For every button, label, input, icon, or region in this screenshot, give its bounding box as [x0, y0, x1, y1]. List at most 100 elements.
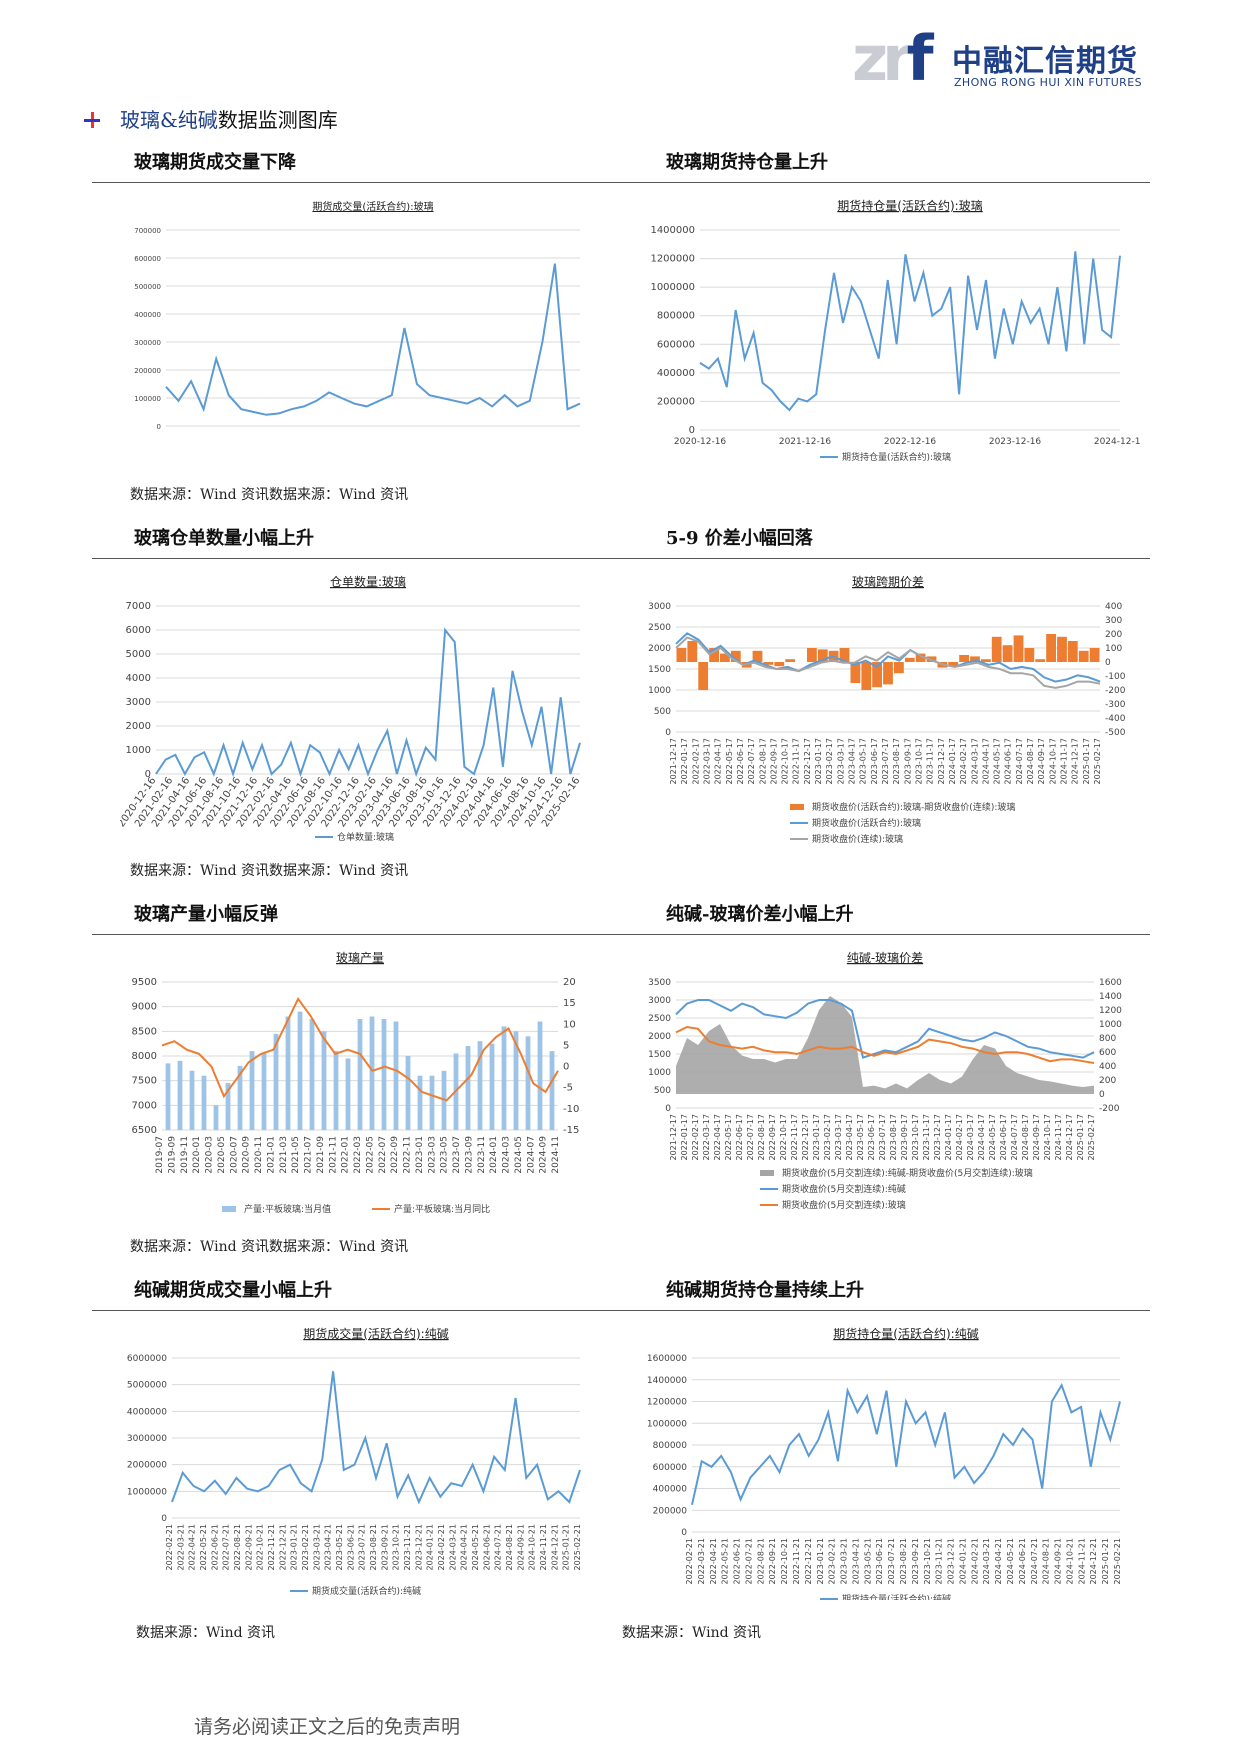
chart-area [676, 996, 1094, 1094]
chart-bar [883, 662, 893, 685]
y-tick-label: 9500 [132, 977, 157, 988]
chart-bar [709, 648, 719, 662]
y-tick-label: 1200000 [650, 254, 695, 265]
x-tick-label: 2020-09 [242, 1136, 252, 1174]
chart-bar [676, 648, 687, 662]
chart-title: 玻璃产量 [336, 951, 384, 965]
x-tick-label: 2023-12-21 [414, 1524, 423, 1571]
y2-tick-label: 200 [1105, 630, 1122, 640]
y-tick-label: 8000 [132, 1051, 157, 1062]
x-tick-label: 2020-01 [192, 1136, 202, 1174]
x-tick-label: 2024-12-17 [1071, 738, 1080, 785]
x-tick-label: 2022-11-21 [792, 1538, 801, 1585]
chart-bar [1078, 650, 1089, 662]
y-tick-label: 7500 [132, 1076, 157, 1087]
chart-bar [393, 1021, 399, 1130]
chart-soda-open-interest: 期货持仓量(活跃合约):纯碱 0 200000 400000 600000 800000 1… [647, 1326, 1122, 1600]
legend-swatch [790, 804, 804, 810]
y-tick-label: 0 [689, 425, 695, 436]
chart-glass-warrants: 仓单数量:玻璃010002000300040005000600070002020… [120, 574, 582, 843]
x-tick-label: 2024-07-21 [1030, 1538, 1039, 1585]
legend-label: 期货收盘价(5月交割连续):纯碱 [782, 1183, 906, 1195]
x-tick-label: 2021-01 [266, 1136, 276, 1174]
chart-title: 纯碱-玻璃价差 [847, 951, 923, 965]
y-tick-label: 600000 [657, 339, 695, 350]
chart-glass-volume: 期货成交量(活跃合约):玻璃 0 100000 200000 300000 400000 5… [134, 200, 581, 431]
y2-tick-label: 100 [1105, 644, 1122, 654]
x-tick-label: 2024-05-17 [988, 1114, 997, 1161]
y2-tick-label: -500 [1105, 728, 1126, 738]
x-tick-label: 2022-10-21 [256, 1524, 265, 1571]
x-tick-label: 2024-12-21 [1089, 1538, 1098, 1585]
data-source: 数据来源：Wind 资讯 [622, 1625, 762, 1641]
x-tick-label: 2025-02-17 [1093, 738, 1102, 785]
y2-tick-label: 0 [1099, 1090, 1105, 1100]
x-tick-label: 2023-01-17 [814, 738, 823, 785]
x-tick-label: 2022-02-21 [165, 1524, 174, 1571]
x-tick-label: 2024-08-21 [1042, 1538, 1051, 1585]
chart-bar [894, 662, 904, 674]
chart-title: 期货成交量(活跃合约):纯碱 [303, 1326, 448, 1341]
y2-tick-label: -200 [1099, 1104, 1120, 1114]
x-tick-label: 2024-03-17 [966, 1114, 975, 1161]
y-tick-label: 1400000 [650, 225, 695, 236]
x-tick-label: 2023-05-21 [863, 1538, 872, 1585]
x-tick-label: 2021-05 [291, 1136, 301, 1174]
x-tick-label: 2022-03-21 [176, 1524, 185, 1571]
x-tick-label: 2024-03-21 [982, 1538, 991, 1585]
y-tick-label: 2500 [648, 623, 671, 633]
y2-tick-label: -200 [1105, 686, 1126, 696]
x-tick-label: 2023-08-17 [892, 738, 901, 785]
x-tick-label: 2024-06-17 [1004, 738, 1013, 785]
x-tick-label: 2023-03-21 [312, 1524, 321, 1571]
y-tick-label: 4000000 [127, 1407, 167, 1417]
y2-tick-label: -5 [563, 1083, 573, 1094]
logo-en: ZHONG RONG HUI XIN FUTURES [954, 76, 1142, 89]
x-tick-label: 2025-02-21 [573, 1524, 582, 1571]
disclaimer-footer: 请务必阅读正文之后的免责声明 [194, 1716, 461, 1738]
y-tick-label: 0 [665, 728, 671, 738]
x-tick-label: 2024-11-21 [539, 1524, 548, 1571]
chart-bar [225, 1083, 231, 1130]
x-tick-label: 2022-09 [390, 1136, 400, 1174]
x-tick-label: 2023-03-21 [840, 1538, 849, 1585]
section-title: 玻璃期货成交量下降 [134, 152, 296, 173]
x-tick-label: 2022-07 [378, 1136, 388, 1174]
x-tick-label: 2023-11-17 [926, 738, 935, 785]
chart-bar [785, 659, 796, 662]
chart-bar [687, 641, 698, 662]
chart-bar [405, 1056, 411, 1130]
x-tick-label: 2023-12-17 [933, 1114, 942, 1161]
chart-line [675, 1025, 1095, 1064]
chart-line [161, 996, 559, 1102]
x-tick-label: 2022-03-21 [697, 1538, 706, 1585]
chart-bar [429, 1075, 435, 1130]
x-tick-label: 2024-07-17 [1010, 1114, 1019, 1161]
chart-bar [807, 648, 817, 662]
x-tick-label: 2024-03-21 [448, 1524, 457, 1571]
y-tick-label: 9000 [132, 1002, 157, 1013]
data-source: 数据来源：Wind 资讯数据来源：Wind 资讯 [130, 1239, 409, 1255]
x-tick-label: 2019-07 [155, 1136, 165, 1174]
chart-bar [991, 636, 1002, 662]
x-tick-label: 2022-12-17 [803, 738, 812, 785]
x-tick-label: 2019-09 [167, 1136, 177, 1174]
bullet-icon [84, 112, 100, 128]
y2-tick-label: 300 [1105, 616, 1122, 626]
x-tick-label: 2021-12-17 [669, 738, 678, 785]
x-tick-label: 2019-11 [180, 1136, 190, 1174]
x-tick-label: 2022-06-17 [736, 738, 745, 785]
chart-glass-calendar-spread: 玻璃跨期价差050010001500200025003000-500-400-3… [648, 575, 1126, 845]
x-tick-label: 2024-12-16 [1094, 437, 1140, 447]
chart-bar [720, 653, 730, 662]
y-tick-label: 2500 [648, 1014, 671, 1024]
chart-glass-output: 玻璃产量 6500 7000 7500 8000 8500 9000 9500 -15 -10 -5… [132, 951, 580, 1215]
x-tick-label: 2023-11-21 [403, 1524, 412, 1571]
y-tick-label: 6500 [132, 1125, 157, 1136]
y-tick-label: 2000000 [127, 1461, 167, 1471]
chart-bar [273, 1033, 279, 1130]
divider [92, 182, 1150, 183]
x-tick-label: 2024-02-17 [959, 738, 968, 785]
legend-label: 期货收盘价(活跃合约):玻璃 [812, 817, 921, 829]
legend-label: 期货收盘价(活跃合约):玻璃-期货收盘价(连续):玻璃 [812, 801, 1015, 813]
